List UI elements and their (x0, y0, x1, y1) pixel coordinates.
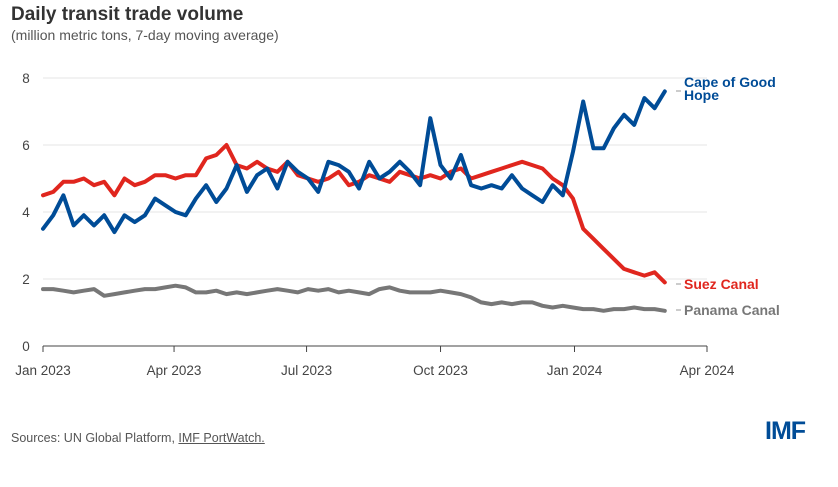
imf-logo: IMF (765, 417, 806, 445)
source-note: Sources: UN Global Platform, IMF PortWat… (11, 431, 265, 445)
y-tick-label: 2 (22, 272, 30, 287)
series-line-panama-canal (41, 283, 667, 313)
portwatch-link[interactable]: IMF PortWatch. (178, 431, 265, 445)
series-label-cape-of-good-hope: Cape of Good (684, 74, 776, 90)
x-tick-label: Oct 2023 (413, 363, 468, 378)
series-label-suez-canal: Suez Canal (684, 276, 759, 292)
y-tick-label: 8 (22, 71, 30, 86)
chart-subtitle: (million metric tons, 7-day moving avera… (11, 27, 279, 43)
series-label-cape-of-good-hope-line2: Hope (684, 87, 719, 103)
y-tick-label: 6 (22, 138, 30, 153)
y-tick-label: 4 (22, 205, 30, 220)
x-tick-label: Jul 2023 (281, 363, 332, 378)
x-tick-label: Apr 2023 (147, 363, 202, 378)
x-tick-label: Jan 2024 (547, 363, 603, 378)
series-line-cape-of-good-hope (41, 89, 667, 235)
x-tick-label: Apr 2024 (680, 363, 735, 378)
series-label-panama-canal: Panama Canal (684, 302, 780, 318)
source-text: Sources: UN Global Platform, (11, 431, 179, 445)
x-tick-label: Jan 2023 (15, 363, 71, 378)
y-tick-label: 0 (22, 339, 30, 354)
chart-title: Daily transit trade volume (11, 4, 244, 25)
